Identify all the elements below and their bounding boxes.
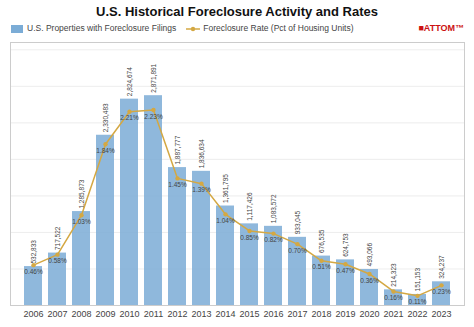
svg-text:2019: 2019 [335,309,355,319]
svg-text:1.39%: 1.39% [192,186,211,193]
svg-text:2021: 2021 [383,309,403,319]
svg-text:2023: 2023 [431,309,451,319]
svg-text:0.36%: 0.36% [360,277,379,284]
svg-text:0.23%: 0.23% [432,288,451,295]
svg-text:1,836,634: 1,836,634 [198,139,205,168]
svg-text:0.70%: 0.70% [288,247,307,254]
svg-text:0.51%: 0.51% [312,263,331,270]
svg-text:0.47%: 0.47% [336,267,355,274]
svg-text:1,083,572: 1,083,572 [270,194,277,223]
svg-text:2013: 2013 [191,309,211,319]
html-text:■ATTOM™: ■ATTOM™ [418,23,464,33]
svg-text:2006: 2006 [23,309,43,319]
svg-text:324,237: 324,237 [438,255,445,279]
svg-text:2.21%: 2.21% [120,114,139,121]
svg-text:2,330,483: 2,330,483 [102,103,109,132]
svg-text:0.46%: 0.46% [24,268,43,275]
svg-text:2011: 2011 [144,309,163,319]
svg-text:214,323: 214,323 [390,263,397,287]
svg-text:624,753: 624,753 [342,233,349,257]
svg-text:933,045: 933,045 [294,210,301,234]
html-text:U.S. Historical Foreclosure Ac: U.S. Historical Foreclosure Activity and… [96,4,378,19]
svg-text:1,887,777: 1,887,777 [174,135,181,164]
svg-text:1,285,873: 1,285,873 [78,179,85,208]
html-text:U.S. Properties with Foreclosu: U.S. Properties with Foreclosure Filings [27,23,177,33]
svg-text:2.23%: 2.23% [144,113,163,120]
svg-text:1,361,795: 1,361,795 [222,174,229,203]
svg-text:2022: 2022 [407,309,427,319]
svg-text:717,522: 717,522 [54,226,61,250]
svg-text:0.58%: 0.58% [48,257,67,264]
svg-text:1.45%: 1.45% [168,181,187,188]
svg-text:0.85%: 0.85% [240,234,259,241]
svg-text:2,871,891: 2,871,891 [150,63,157,92]
svg-text:2018: 2018 [311,309,331,319]
svg-text:2014: 2014 [215,309,235,319]
svg-text:2010: 2010 [119,309,139,319]
svg-text:2012: 2012 [167,309,187,319]
svg-text:1.03%: 1.03% [72,218,91,225]
html-text:Foreclosure Rate (Pct of Housi: Foreclosure Rate (Pct of Housing Units) [203,23,354,33]
svg-text:2015: 2015 [239,309,259,319]
svg-text:0.11%: 0.11% [409,298,427,305]
svg-text:2008: 2008 [71,309,91,319]
svg-text:2009: 2009 [95,309,115,319]
svg-text:2020: 2020 [359,309,379,319]
svg-text:2016: 2016 [263,309,283,319]
svg-text:1.84%: 1.84% [96,147,115,154]
svg-text:2017: 2017 [287,309,307,319]
svg-text:1.04%: 1.04% [216,217,235,224]
svg-text:493,066: 493,066 [366,243,373,267]
svg-text:151,153: 151,153 [414,268,421,292]
svg-text:2,824,674: 2,824,674 [126,67,133,96]
svg-text:532,833: 532,833 [30,240,37,264]
svg-text:676,535: 676,535 [318,229,325,253]
svg-text:0.16%: 0.16% [384,294,403,301]
svg-text:1,117,426: 1,117,426 [246,192,253,221]
svg-text:2007: 2007 [47,309,67,319]
svg-text:0.82%: 0.82% [264,236,283,243]
